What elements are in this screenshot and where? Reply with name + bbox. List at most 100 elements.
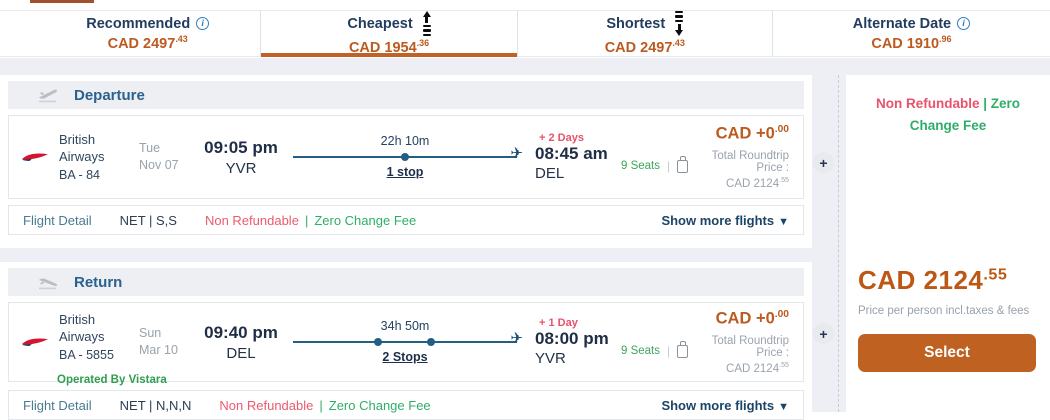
tab-cheapest[interactable]: Cheapest CAD 1954.36 [260, 10, 517, 67]
operated-by-label: Operated By Vistara [57, 374, 167, 387]
chevron-down-icon: ▼ [778, 215, 789, 228]
departure-detail-row: Flight Detail NET | S,S Non Refundable |… [8, 205, 804, 235]
flight-detail-link[interactable]: Flight Detail [23, 397, 92, 413]
destination-airport-code: YVR [535, 350, 566, 367]
tab-alternate-date-price: CAD 1910.96 [871, 33, 952, 52]
dashed-divider [838, 75, 839, 412]
return-flight-row: British Airways BA - 5855 Operated By Vi… [8, 302, 804, 386]
journey-duration: 34h 50m [380, 318, 430, 333]
tab-scroll-indicator [30, 0, 94, 3]
departure-date: Nov 07 [139, 158, 179, 172]
destination-cell: + 2 Days 08:45 am DEL [529, 132, 621, 182]
select-button[interactable]: Select [858, 334, 1036, 372]
departure-time: 09:40 pm [204, 322, 278, 342]
add-departure-button[interactable]: + [813, 152, 834, 173]
journey-line: ✈ [293, 146, 523, 161]
plane-takeoff-icon [39, 89, 58, 102]
fare-basis: NET | S,S [119, 212, 177, 228]
arrival-time: 08:00 pm [535, 329, 609, 348]
stop-dot [373, 337, 382, 346]
plane-icon: ✈ [510, 329, 523, 347]
return-card: Return British Airways BA - 5855 Operate… [0, 262, 812, 420]
plane-icon: ✈ [510, 144, 523, 162]
price-cell: CAD +0.00 Total Roundtrip Price : CAD 21… [699, 124, 791, 190]
seats-cell: 9 Seats | [621, 341, 699, 358]
departure-flight-row: British Airways BA - 84 Tue Nov 07 09:05… [8, 115, 804, 199]
tab-cheapest-price: CAD 1954.36 [348, 38, 430, 57]
departure-date: Mar 10 [139, 343, 178, 357]
tab-recommended-price: CAD 2497.43 [107, 33, 188, 52]
change-fee-status: Zero Change Fee [314, 212, 417, 228]
tab-cheapest-label: Cheapest [347, 15, 413, 32]
total-price-label: Total Roundtrip Price : [711, 335, 789, 360]
departure-day: Sun [139, 325, 162, 340]
arrival-time: 08:45 am [535, 144, 608, 163]
total-price-value: CAD 2124.55 [726, 176, 789, 191]
flight-number: BA - 5855 [59, 347, 114, 362]
fare-delta: CAD +0.00 [715, 308, 789, 328]
journey-cell: 22h 10m ✈ 1 stop [293, 133, 523, 181]
tab-recommended[interactable]: Recommended i CAD 2497.43 [35, 11, 260, 56]
fare-summary-panel: Non Refundable | Zero Change Fee CAD 212… [846, 75, 1050, 412]
baggage-icon [677, 156, 689, 173]
day-offset-badge: + 2 Days [539, 132, 584, 144]
show-more-flights-button[interactable]: Show more flights ▼ [661, 397, 789, 413]
show-more-flights-button[interactable]: Show more flights ▼ [661, 212, 789, 228]
airline-name: British Airways [59, 132, 105, 164]
tab-alternate-date-label: Alternate Date [852, 15, 952, 32]
tab-alternate-date[interactable]: Alternate Date i CAD 1910.96 [771, 11, 1050, 56]
price-cell: CAD +0.00 Total Roundtrip Price : CAD 21… [699, 309, 791, 375]
total-price-value: CAD 2124.55 [726, 361, 789, 376]
seats-cell: 9 Seats | [621, 156, 699, 173]
day-offset-badge: + 1 Day [539, 317, 578, 329]
return-section-header: Return [8, 268, 804, 296]
stops-link[interactable]: 1 stop [386, 164, 424, 179]
fare-tab-bar: Recommended i CAD 2497.43 Cheapest CAD 1… [0, 10, 1050, 67]
british-airways-logo [22, 153, 48, 161]
info-icon[interactable]: i [196, 17, 210, 31]
section-title: Departure [74, 86, 145, 104]
sort-ascending-icon [422, 10, 431, 37]
origin-airport-code: DEL [226, 344, 256, 362]
refund-status: Non Refundable [875, 96, 980, 111]
airline-cell: British Airways BA - 84 [21, 132, 139, 182]
origin-airport-code: YVR [225, 159, 257, 177]
destination-cell: + 1 Day 08:00 pm YVR [529, 317, 621, 367]
seats-left: 9 Seats [621, 160, 660, 172]
stop-dot [401, 152, 409, 161]
add-return-button[interactable]: + [813, 323, 834, 344]
tab-shortest-price: CAD 2497.43 [604, 38, 685, 57]
change-fee-status: Zero Change Fee [328, 397, 431, 413]
journey-cell: 34h 50m ✈ 2 Stops [293, 318, 523, 366]
departure-date-cell: Sun Mar 10 [139, 325, 193, 360]
tab-shortest-label: Shortest [606, 15, 666, 32]
change-fee-status: Zero Change Fee [909, 96, 1021, 133]
plane-landing-icon [39, 278, 58, 289]
fare-basis: NET | N,N,N [119, 397, 192, 413]
flight-detail-link[interactable]: Flight Detail [23, 212, 92, 228]
stop-dot [427, 337, 436, 346]
info-icon[interactable]: i [957, 17, 971, 31]
fare-rules-note: Non Refundable | Zero Change Fee [875, 96, 1021, 133]
flight-number: BA - 84 [59, 167, 100, 182]
journey-line: ✈ [293, 331, 523, 346]
airline-name: British Airways [59, 312, 105, 344]
stops-link[interactable]: 2 Stops [382, 349, 428, 364]
fare-disclaimer: Price per person incl.taxes & fees [858, 305, 1030, 317]
sort-descending-icon [675, 10, 684, 37]
british-airways-logo [22, 338, 48, 346]
departure-card: Departure British Airways BA - 84 Tue No… [0, 75, 812, 248]
origin-cell: 09:40 pm DEL [193, 323, 289, 362]
total-fare: CAD 2124.55 [858, 265, 1008, 295]
departure-time: 09:05 pm [204, 137, 278, 157]
departure-section-header: Departure [8, 81, 804, 109]
airline-cell: British Airways BA - 5855 Operated By Vi… [21, 312, 167, 386]
baggage-icon [677, 341, 689, 358]
tab-shortest[interactable]: Shortest CAD 2497.43 [516, 10, 772, 57]
seats-left: 9 Seats [621, 345, 660, 357]
journey-duration: 22h 10m [380, 133, 430, 148]
origin-cell: 09:05 pm YVR [193, 138, 289, 177]
refund-status: Non Refundable [219, 397, 314, 413]
departure-date-cell: Tue Nov 07 [139, 140, 193, 175]
total-price-label: Total Roundtrip Price : [711, 150, 789, 175]
